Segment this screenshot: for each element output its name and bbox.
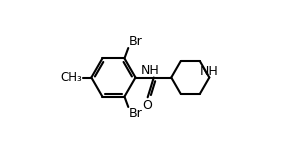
Text: Br: Br [129,107,142,120]
Text: CH₃: CH₃ [61,71,82,84]
Text: NH: NH [140,64,159,77]
Text: NH: NH [200,65,219,78]
Text: Br: Br [129,35,142,48]
Text: O: O [142,99,152,112]
